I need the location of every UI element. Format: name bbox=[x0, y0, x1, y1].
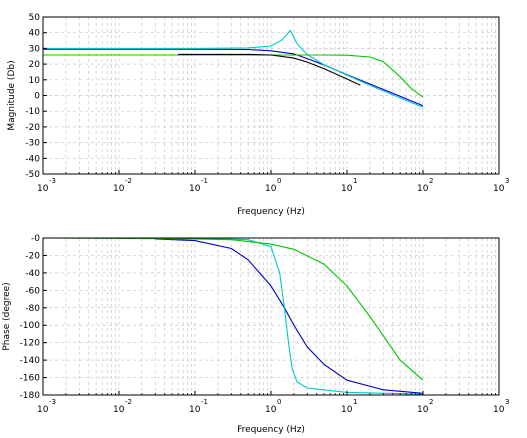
series-line-2 bbox=[43, 237, 424, 395]
x-tick-exponent: -2 bbox=[125, 177, 132, 185]
chart-1: 50403020100-10-20-30-40-5010-310-210-110… bbox=[7, 13, 509, 217]
y-tick-label: 40 bbox=[29, 29, 41, 39]
y-tick-label: -20 bbox=[25, 251, 40, 261]
y-axis-label: Magnitude (Db) bbox=[7, 60, 17, 130]
x-tick-label: 10 bbox=[493, 184, 505, 194]
series-line-4 bbox=[178, 53, 361, 86]
x-axis-label: Frequency (Hz) bbox=[237, 207, 305, 217]
y-tick-label: -40 bbox=[25, 154, 40, 164]
x-tick-label: 10 bbox=[417, 405, 429, 415]
x-tick-exponent: 0 bbox=[277, 177, 281, 185]
x-tick-label: 10 bbox=[341, 405, 353, 415]
x-tick-label: 10 bbox=[341, 184, 353, 194]
y-tick-label: 30 bbox=[29, 44, 41, 54]
y-tick-label: 10 bbox=[29, 76, 41, 86]
x-tick-exponent: 2 bbox=[429, 398, 433, 406]
y-tick-label: 0 bbox=[34, 92, 40, 102]
series-line-3 bbox=[43, 54, 424, 98]
grid bbox=[43, 17, 499, 174]
x-tick-label: 10 bbox=[37, 184, 49, 194]
x-tick-label: 10 bbox=[417, 184, 429, 194]
y-tick-label: -0 bbox=[31, 234, 40, 244]
y-tick-label: -50 bbox=[25, 170, 40, 180]
grid bbox=[43, 238, 499, 395]
chart-2: -0-20-40-60-80-100-120-140-160-18010-310… bbox=[2, 234, 509, 435]
y-tick-label: 50 bbox=[29, 13, 41, 23]
x-tick-exponent: -3 bbox=[49, 398, 56, 406]
x-axis-label: Frequency (Hz) bbox=[237, 425, 305, 435]
y-tick-label: -40 bbox=[25, 269, 40, 279]
x-tick-exponent: -1 bbox=[201, 177, 208, 185]
x-tick-exponent: -2 bbox=[125, 398, 132, 406]
y-tick-label: -80 bbox=[25, 304, 40, 314]
x-tick-label: 10 bbox=[265, 184, 277, 194]
y-tick-label: -30 bbox=[25, 139, 40, 149]
x-tick-exponent: -3 bbox=[49, 177, 56, 185]
x-tick-label: 10 bbox=[493, 405, 505, 415]
y-tick-label: 20 bbox=[29, 60, 41, 70]
x-tick-exponent: 3 bbox=[505, 177, 509, 185]
y-tick-label: -160 bbox=[20, 374, 41, 384]
y-tick-label: -120 bbox=[20, 339, 41, 349]
x-tick-label: 10 bbox=[113, 184, 125, 194]
x-tick-exponent: 1 bbox=[353, 177, 357, 185]
series-line-3 bbox=[42, 237, 424, 381]
x-tick-label: 10 bbox=[113, 405, 125, 415]
y-tick-label: -100 bbox=[20, 321, 41, 331]
x-tick-exponent: -1 bbox=[201, 398, 208, 406]
y-tick-label: -140 bbox=[20, 356, 41, 366]
series-line-1 bbox=[155, 238, 424, 394]
x-tick-label: 10 bbox=[189, 184, 201, 194]
x-tick-label: 10 bbox=[189, 405, 201, 415]
series-line-2 bbox=[43, 29, 424, 108]
y-tick-label: -20 bbox=[25, 123, 40, 133]
x-tick-exponent: 1 bbox=[353, 398, 357, 406]
x-tick-label: 10 bbox=[37, 405, 49, 415]
x-tick-exponent: 3 bbox=[505, 398, 509, 406]
y-tick-label: -10 bbox=[25, 107, 40, 117]
x-tick-exponent: 2 bbox=[429, 177, 433, 185]
y-tick-label: -180 bbox=[20, 391, 41, 401]
x-tick-exponent: 0 bbox=[277, 398, 281, 406]
y-tick-label: -60 bbox=[25, 286, 40, 296]
x-tick-label: 10 bbox=[265, 405, 277, 415]
y-axis-label: Phase (degree) bbox=[2, 282, 12, 350]
series-line-1 bbox=[43, 48, 424, 107]
